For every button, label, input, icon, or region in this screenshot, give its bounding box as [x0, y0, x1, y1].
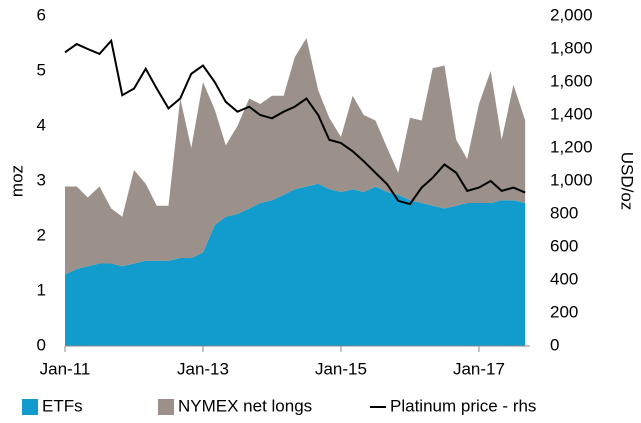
y-tick-label: 1 [37, 280, 46, 299]
y-tick-label: 4 [37, 115, 46, 134]
y2-tick-label: 1,400 [550, 104, 593, 123]
x-tick-label: Jan-13 [177, 359, 229, 378]
y2-tick-label: 2,000 [550, 5, 593, 24]
x-tick-label: Jan-11 [40, 359, 91, 378]
y2-tick-label: 400 [550, 269, 578, 288]
y2-tick-label: 800 [550, 203, 578, 222]
y2-tick-label: 1,200 [550, 137, 593, 156]
y2-axis-label: USD/oz [618, 152, 637, 211]
legend-label: ETFs [42, 396, 83, 415]
y2-tick-label: 1,600 [550, 71, 593, 90]
line [64, 38, 526, 206]
y2-tick-label: 0 [550, 335, 559, 354]
y2-tick-label: 600 [550, 236, 578, 255]
y2-tick-label: 1,000 [550, 170, 593, 189]
legend-label: NYMEX net longs [178, 396, 312, 415]
area [65, 38, 526, 275]
legend-swatch [158, 399, 174, 415]
area [65, 183, 526, 346]
y-tick-label: 2 [37, 225, 46, 244]
legend-label: Platinum price - rhs [390, 396, 536, 415]
x-tick-label: Jan-17 [453, 359, 505, 378]
y-tick-label: 6 [37, 5, 46, 24]
x-tick-label: Jan-15 [315, 359, 367, 378]
y2-tick-label: 200 [550, 302, 578, 321]
legend-swatch [22, 399, 38, 415]
y-tick-label: 0 [37, 335, 46, 354]
y-tick-label: 5 [37, 60, 46, 79]
y-tick-label: 3 [37, 170, 46, 189]
y-axis-label: moz [7, 165, 26, 197]
y2-tick-label: 1,800 [550, 38, 593, 57]
